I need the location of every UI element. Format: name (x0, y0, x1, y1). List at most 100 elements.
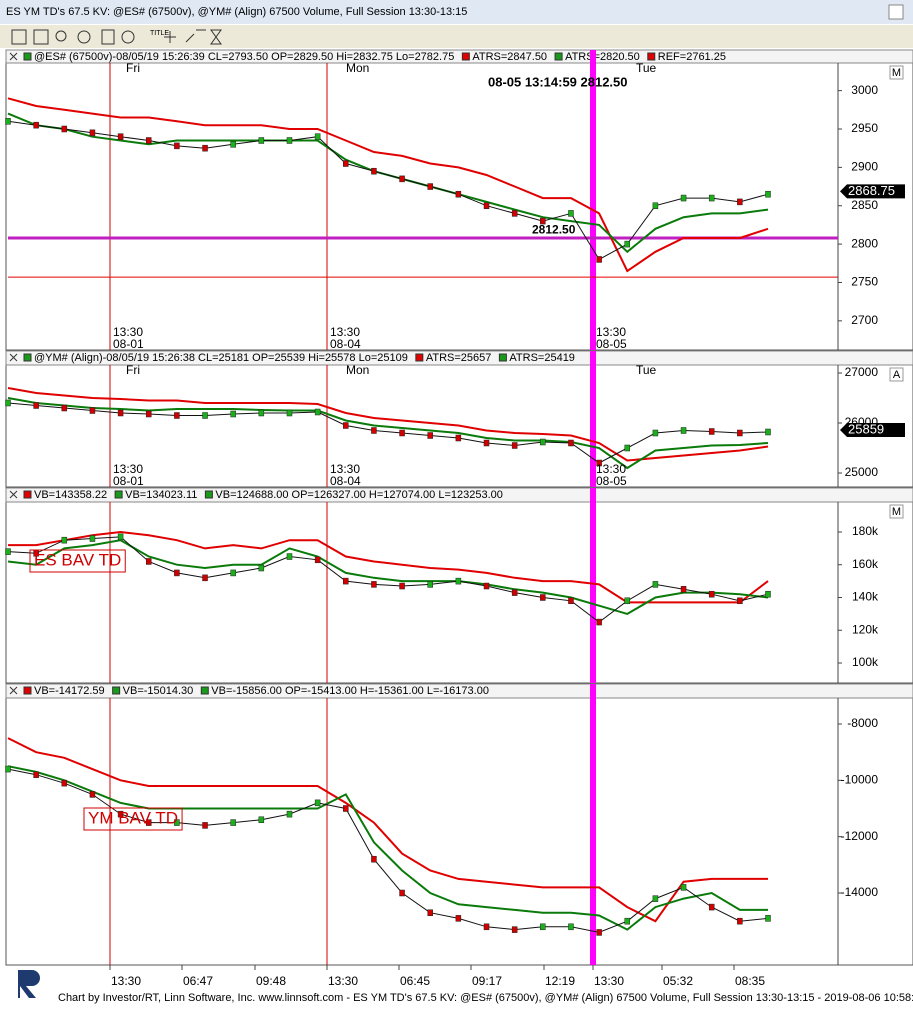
price-bar (568, 439, 574, 447)
tool-icon[interactable] (101, 29, 115, 45)
header-swatch (647, 52, 656, 61)
price-bar (596, 459, 602, 467)
y-tick-label: 2850 (851, 198, 878, 212)
price-bar (33, 121, 39, 129)
price-bar (314, 799, 321, 807)
date-label: 13:30 (596, 462, 626, 476)
day-label: Fri (126, 363, 140, 377)
price-bar (343, 577, 349, 585)
price-bar (145, 558, 152, 565)
price-bar (117, 533, 124, 541)
price-bar (5, 765, 11, 773)
header-item: VB=-15014.30 (123, 685, 194, 697)
tool-icon[interactable] (77, 30, 91, 44)
time-label: 08:35 (735, 974, 765, 988)
price-bar (286, 553, 293, 560)
time-label: 12:19 (545, 974, 575, 988)
price-bar (540, 923, 546, 931)
tool-icon[interactable] (121, 30, 135, 44)
toolbar (0, 25, 913, 48)
header-swatch (461, 52, 470, 61)
price-bar (258, 137, 265, 144)
close-button[interactable] (888, 4, 904, 20)
tool-label[interactable]: TITLE (150, 30, 169, 37)
header-item: ATRS=2820.50 (565, 51, 640, 63)
footer: Chart by Investor/RT, Linn Software, Inc… (58, 992, 913, 1004)
header-item: VB=143358.22 (34, 489, 107, 501)
tool-icon[interactable] (55, 30, 67, 42)
price-bar (343, 160, 349, 167)
date-label: 08-01 (113, 474, 144, 488)
time-label: 09:17 (472, 974, 502, 988)
price-bar (737, 429, 743, 437)
y-tick-label: 3000 (851, 83, 878, 97)
price-bar (765, 590, 771, 598)
cursor-line (590, 50, 596, 350)
time-label: 13:30 (328, 974, 358, 988)
price-bar (314, 133, 321, 140)
tool-icon[interactable] (11, 29, 27, 45)
header-swatch (554, 52, 563, 61)
header-swatch (23, 52, 32, 61)
price-bar (399, 889, 405, 897)
price-bar (202, 822, 208, 829)
price-bar (230, 141, 236, 148)
y-tick-label: 120k (852, 622, 879, 636)
corner-label: M (892, 506, 901, 518)
price-bar (540, 217, 546, 225)
time-label: 06:45 (400, 974, 430, 988)
band-line (8, 530, 769, 604)
price-bar (765, 915, 771, 922)
price-bar (596, 618, 602, 626)
price-bar (258, 564, 265, 572)
header-swatch (112, 686, 121, 695)
time-label: 09:48 (256, 974, 286, 988)
price-bar (596, 256, 602, 263)
date-label: 13:30 (113, 325, 143, 339)
price-bar (371, 167, 377, 175)
tool-icon[interactable] (33, 29, 49, 45)
price-bar (624, 917, 631, 925)
price-bar (708, 903, 715, 911)
price-bar (174, 142, 180, 150)
header-swatch (23, 490, 32, 499)
header-item: ATRS=25657 (426, 352, 492, 364)
date-label: 08-05 (596, 474, 627, 488)
tool-icon[interactable] (164, 31, 176, 43)
y-tick-label: -8000 (847, 716, 878, 730)
price-bar (483, 582, 490, 590)
price-bar (483, 923, 490, 931)
time-label: 06:47 (183, 974, 213, 988)
price-bar (680, 427, 687, 434)
price-bar (5, 399, 11, 407)
price-bar (568, 210, 574, 217)
cursor-line (590, 488, 596, 683)
price-bar (540, 438, 546, 446)
price-bar (708, 590, 715, 598)
y-tick-label: 2750 (851, 275, 878, 289)
price-bar (511, 926, 518, 933)
tool-icon[interactable] (210, 29, 222, 45)
corner-box (889, 504, 904, 519)
price-bar (511, 442, 518, 449)
tool-icon[interactable] (185, 29, 206, 43)
y-tick-label: 2800 (851, 236, 878, 250)
header-swatch (23, 686, 32, 695)
price-line (7, 536, 769, 623)
date-label: 13:30 (330, 325, 360, 339)
y-tick-label: -12000 (841, 829, 879, 843)
annotation-box (83, 807, 183, 831)
y-tick-label: 180k (852, 524, 879, 538)
price-bar (89, 407, 96, 414)
header-item: ATRS=2847.50 (472, 51, 547, 63)
annotation: ES BAV TD (34, 550, 121, 569)
annotation: YM BAV TD (88, 808, 178, 827)
time-label: 13:30 (594, 974, 624, 988)
header-swatch (415, 353, 424, 362)
band-line (7, 397, 769, 470)
corner-box (889, 367, 904, 382)
price-bar (174, 819, 180, 826)
y-tick-label: 27000 (845, 365, 879, 379)
price-bar (455, 190, 462, 198)
